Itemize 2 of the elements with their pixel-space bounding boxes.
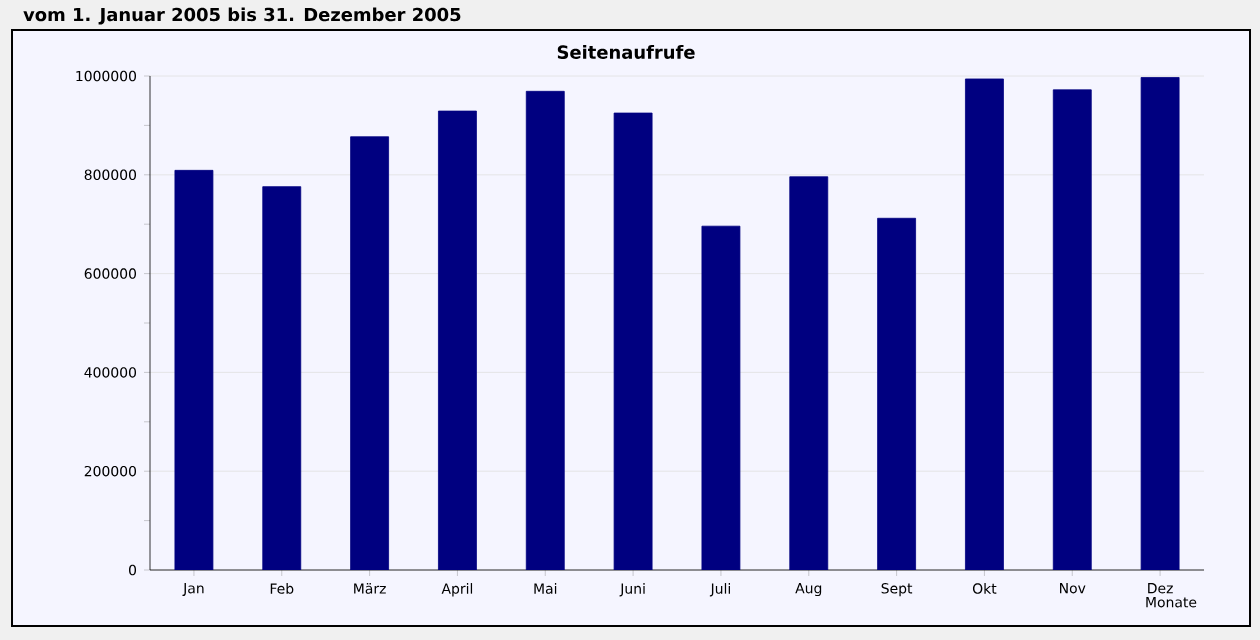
- chart-title: vom 1. Januar 2005 bis 31. Dezember 2005: [23, 7, 461, 25]
- chart-subtitle: Seitenaufrufe: [557, 45, 695, 59]
